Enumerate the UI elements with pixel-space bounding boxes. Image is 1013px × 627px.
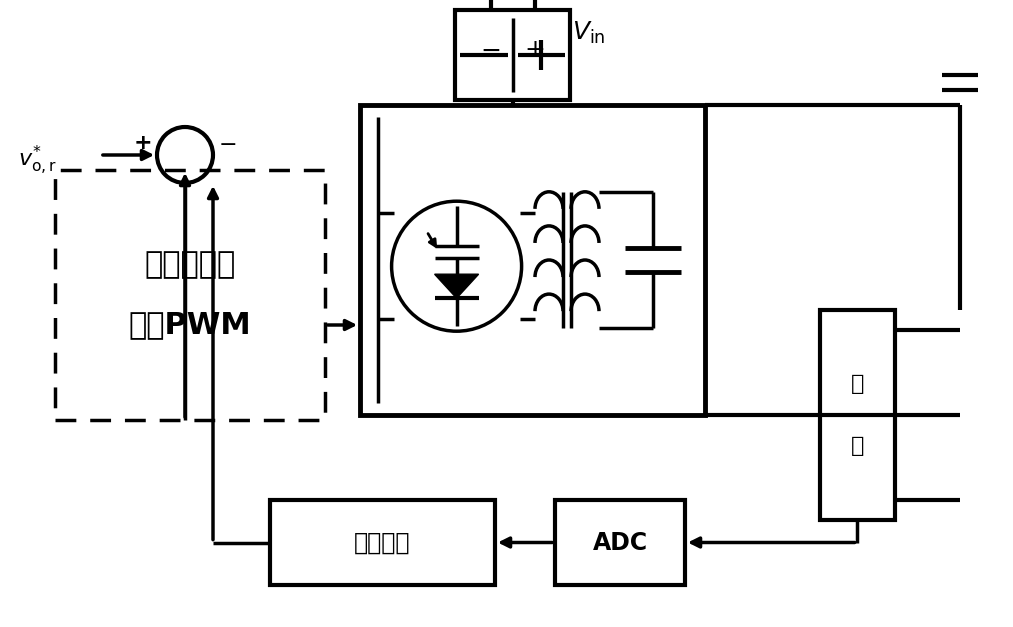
Text: $+$: $+$ <box>525 38 545 62</box>
Bar <box>555 500 685 585</box>
Text: 采样PWM: 采样PWM <box>129 310 251 339</box>
Polygon shape <box>435 274 478 298</box>
Text: 多倍频数字: 多倍频数字 <box>145 251 236 280</box>
Text: +: + <box>134 133 152 153</box>
Text: $v^{*}_{\rm o,r}$: $v^{*}_{\rm o,r}$ <box>18 143 57 177</box>
Bar <box>360 105 705 415</box>
Text: $-$: $-$ <box>218 133 236 153</box>
Text: 闭环补偿: 闭环补偿 <box>355 530 410 554</box>
Text: $-$: $-$ <box>480 38 500 62</box>
Bar <box>55 170 325 420</box>
Text: ADC: ADC <box>593 530 647 554</box>
Bar <box>820 310 895 520</box>
Text: 压: 压 <box>851 436 864 456</box>
Bar <box>270 500 495 585</box>
Text: $V_{\rm in}$: $V_{\rm in}$ <box>572 20 606 46</box>
Text: 分: 分 <box>851 374 864 394</box>
Bar <box>455 10 570 100</box>
